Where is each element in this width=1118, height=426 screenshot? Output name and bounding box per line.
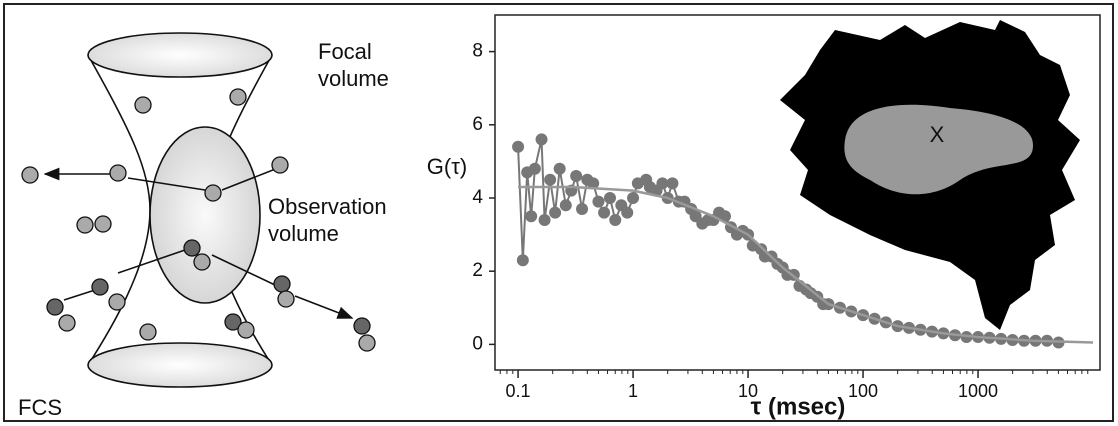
fit-line xyxy=(518,185,1094,344)
x-tick-label: 1000 xyxy=(958,381,998,401)
annotation: X xyxy=(930,122,945,147)
data-point xyxy=(512,140,525,153)
data-point xyxy=(603,191,616,204)
y-tick-label: 8 xyxy=(472,41,483,62)
x-tick-label: 0.1 xyxy=(506,381,531,401)
x-tick-label: 1 xyxy=(628,381,638,401)
y-tick-label: 4 xyxy=(472,187,483,208)
observation-label: Observation volume xyxy=(268,194,387,246)
data-point xyxy=(621,206,634,219)
data-point xyxy=(592,195,605,208)
x-tick-label: 10 xyxy=(738,381,758,401)
data-point xyxy=(516,254,529,267)
data-point xyxy=(559,199,572,212)
data-point xyxy=(535,133,548,146)
data-point xyxy=(553,162,566,175)
data-point xyxy=(544,173,557,186)
data-point xyxy=(666,177,679,190)
frame xyxy=(3,3,1114,422)
y-tick-label: 6 xyxy=(472,114,483,135)
y-axis-title: G(τ) xyxy=(427,154,467,179)
focal-label: Focal volume xyxy=(318,39,389,91)
method-label: FCS xyxy=(18,395,62,420)
data-point xyxy=(576,202,589,215)
data-point xyxy=(525,210,538,223)
x-tick-label: 100 xyxy=(848,381,878,401)
data-point xyxy=(718,210,731,223)
data-point xyxy=(609,213,622,226)
cell-inset xyxy=(780,20,1080,330)
data-point xyxy=(587,177,600,190)
y-tick-label: 0 xyxy=(472,333,483,354)
focal-volume-diagram xyxy=(21,32,376,388)
data-point xyxy=(570,170,583,183)
data-point xyxy=(598,206,611,219)
x-axis-title: τ (msec) xyxy=(751,393,846,420)
data-point xyxy=(656,177,669,190)
data-point xyxy=(549,206,562,219)
plot-area xyxy=(494,14,1101,371)
data-point xyxy=(538,213,551,226)
y-tick-label: 2 xyxy=(472,260,483,281)
data-point xyxy=(627,191,640,204)
data-point xyxy=(528,162,541,175)
